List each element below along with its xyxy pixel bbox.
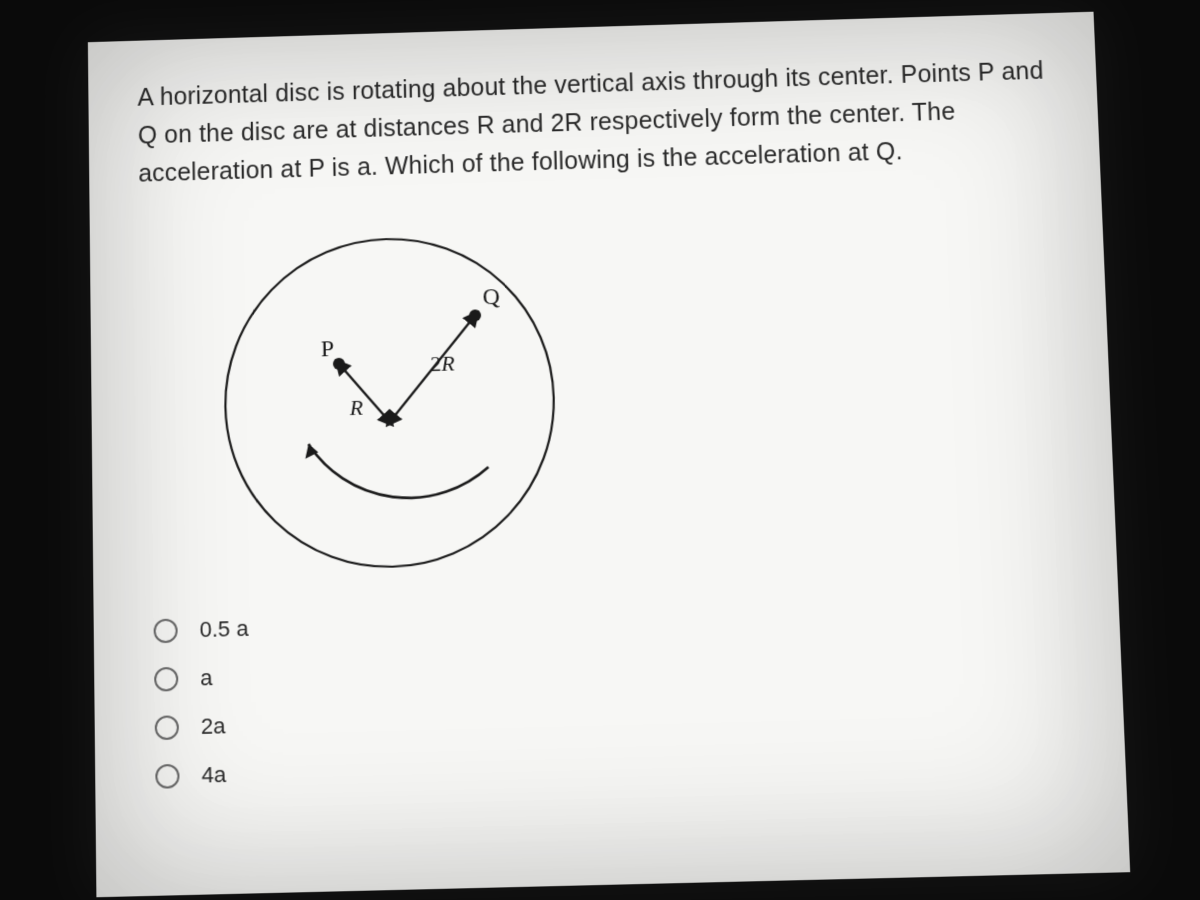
option-label: 0.5 a [199, 616, 248, 643]
photo-container: A horizontal disc is rotating about the … [0, 0, 1200, 900]
option-row[interactable]: 0.5 a [154, 594, 1069, 644]
radio-icon[interactable] [155, 764, 179, 789]
disc-outline [223, 235, 558, 572]
option-row[interactable]: a [154, 643, 1071, 693]
option-label: 2a [201, 713, 226, 740]
radio-icon[interactable] [154, 619, 178, 644]
label-P: P [321, 336, 335, 362]
question-card: A horizontal disc is rotating about the … [88, 12, 1130, 898]
option-row[interactable]: 2a [155, 692, 1073, 742]
disc-diagram: P Q R 2R [208, 219, 573, 586]
diagram-container: P Q R 2R [139, 205, 1066, 588]
option-row[interactable]: 4a [155, 741, 1075, 791]
label-Q: Q [482, 284, 500, 310]
option-label: a [200, 665, 213, 692]
option-label: 4a [201, 762, 226, 789]
radius-P [339, 363, 390, 424]
label-R: R [348, 395, 363, 420]
radio-icon[interactable] [154, 667, 178, 692]
label-2R: 2R [430, 351, 455, 376]
rotation-arc [309, 439, 490, 501]
options-list: 0.5 a a 2a 4a [144, 594, 1075, 790]
question-text: A horizontal disc is rotating about the … [137, 52, 1050, 192]
radio-icon[interactable] [155, 716, 179, 741]
